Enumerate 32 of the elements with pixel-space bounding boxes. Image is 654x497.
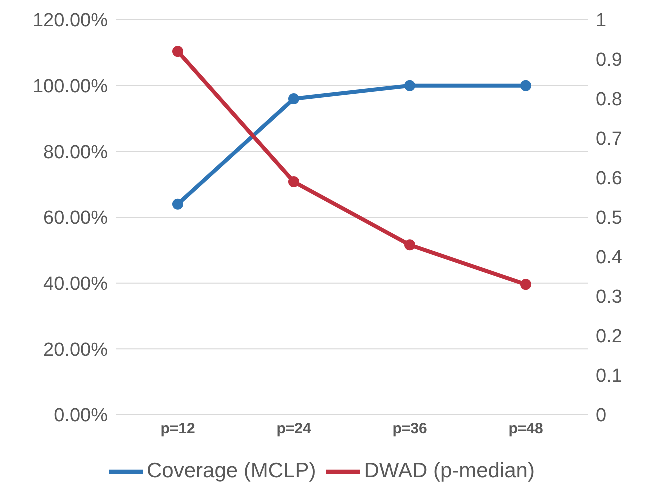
point [288,94,300,104]
y2-tick-label: 0.6 [596,168,622,190]
y-tick-label: 120.00% [32,10,108,32]
y2-tick-label: 0.8 [596,90,622,111]
y-tick-label: 100.00% [32,76,108,98]
y-tick-label: 60.00% [44,208,108,230]
point [404,240,416,251]
point [288,176,300,188]
y2-tick-label: 1 [596,10,607,32]
y2-tick-label: 0.5 [596,208,622,230]
y2-tick-label: 0.7 [596,129,622,150]
y-tick-label: 40.00% [44,274,108,296]
legend-label: DWAD (p-median) [364,460,535,483]
y2-tick-label: 0.9 [596,50,622,72]
x-tick-label: p=36 [392,420,428,438]
x-tick-label: p=12 [160,420,196,438]
x-tick-label: p=48 [508,420,544,438]
point [520,279,532,290]
y2-tick-label: 0 [596,406,607,427]
y2-tick-label: 0.4 [596,248,623,269]
y2-tick-label: 0.2 [596,326,622,348]
y-tick-label: 20.00% [44,340,108,361]
y-tick-label: 80.00% [44,142,108,164]
point [520,80,532,92]
y-tick-label: 0.00% [54,406,108,427]
point [172,198,184,210]
x-tick-label: p=24 [276,420,312,438]
point [404,80,416,92]
point [172,46,184,58]
y2-tick-label: 0.1 [596,366,622,388]
legend-label: Coverage (MCLP) [147,460,316,483]
y2-tick-label: 0.3 [596,287,622,308]
